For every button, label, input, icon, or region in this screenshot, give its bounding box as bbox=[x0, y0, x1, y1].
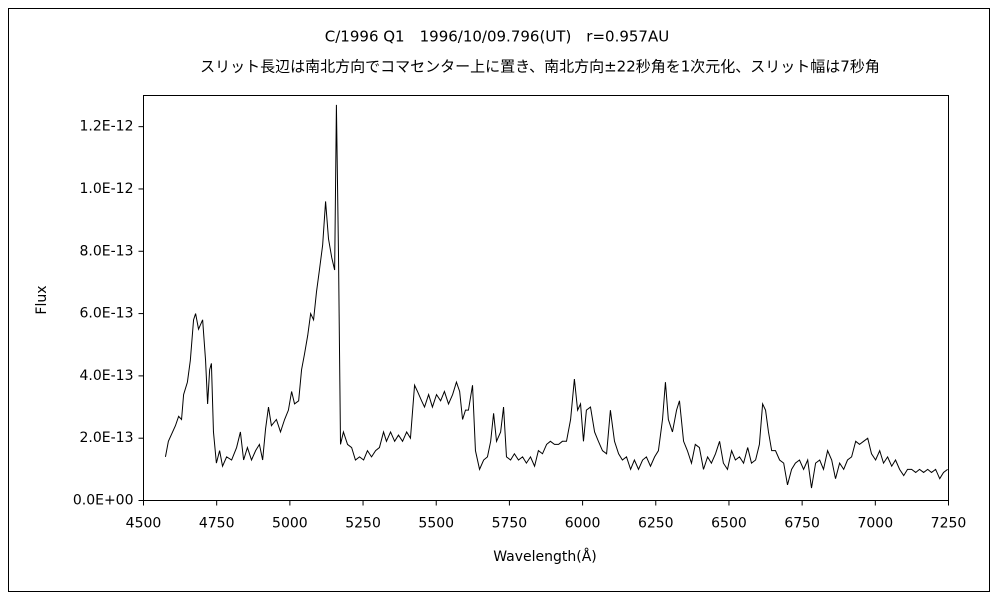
y-tick-label: 8.0E-13 bbox=[80, 243, 134, 259]
chart-title: C/1996 Q1 1996/10/09.796(UT) r=0.957AU bbox=[325, 28, 669, 46]
y-tick-label: 0.0E+00 bbox=[73, 493, 134, 509]
x-tick-label: 6000 bbox=[565, 516, 601, 532]
y-tick-label: 1.2E-12 bbox=[80, 119, 134, 135]
x-tick-label: 5500 bbox=[418, 516, 454, 532]
x-tick-label: 6500 bbox=[711, 516, 747, 532]
y-tick-label: 4.0E-13 bbox=[80, 368, 134, 384]
x-tick-label: 5250 bbox=[345, 516, 381, 532]
spectrum-line bbox=[164, 104, 948, 489]
x-tick-label: 6750 bbox=[784, 516, 820, 532]
y-tick-label: 6.0E-13 bbox=[80, 306, 134, 322]
y-tick-label: 1.0E-12 bbox=[80, 181, 134, 197]
x-tick-label: 5000 bbox=[272, 516, 308, 532]
x-tick-label: 4500 bbox=[126, 516, 162, 532]
x-tick-label: 5750 bbox=[492, 516, 528, 532]
y-axis-label: Flux bbox=[34, 285, 50, 314]
x-tick-label: 4750 bbox=[199, 516, 235, 532]
x-tick-label: 7250 bbox=[931, 516, 967, 532]
x-tick-label: 6250 bbox=[638, 516, 674, 532]
x-tick-label: 7000 bbox=[857, 516, 893, 532]
plot-area bbox=[143, 95, 949, 501]
y-tick-label: 2.0E-13 bbox=[80, 430, 134, 446]
x-axis-label: Wavelength(Å) bbox=[493, 548, 597, 565]
chart-subtitle: スリット長辺は南北方向でコマセンター上に置き、南北方向±22秒角を1次元化、スリ… bbox=[200, 58, 880, 76]
